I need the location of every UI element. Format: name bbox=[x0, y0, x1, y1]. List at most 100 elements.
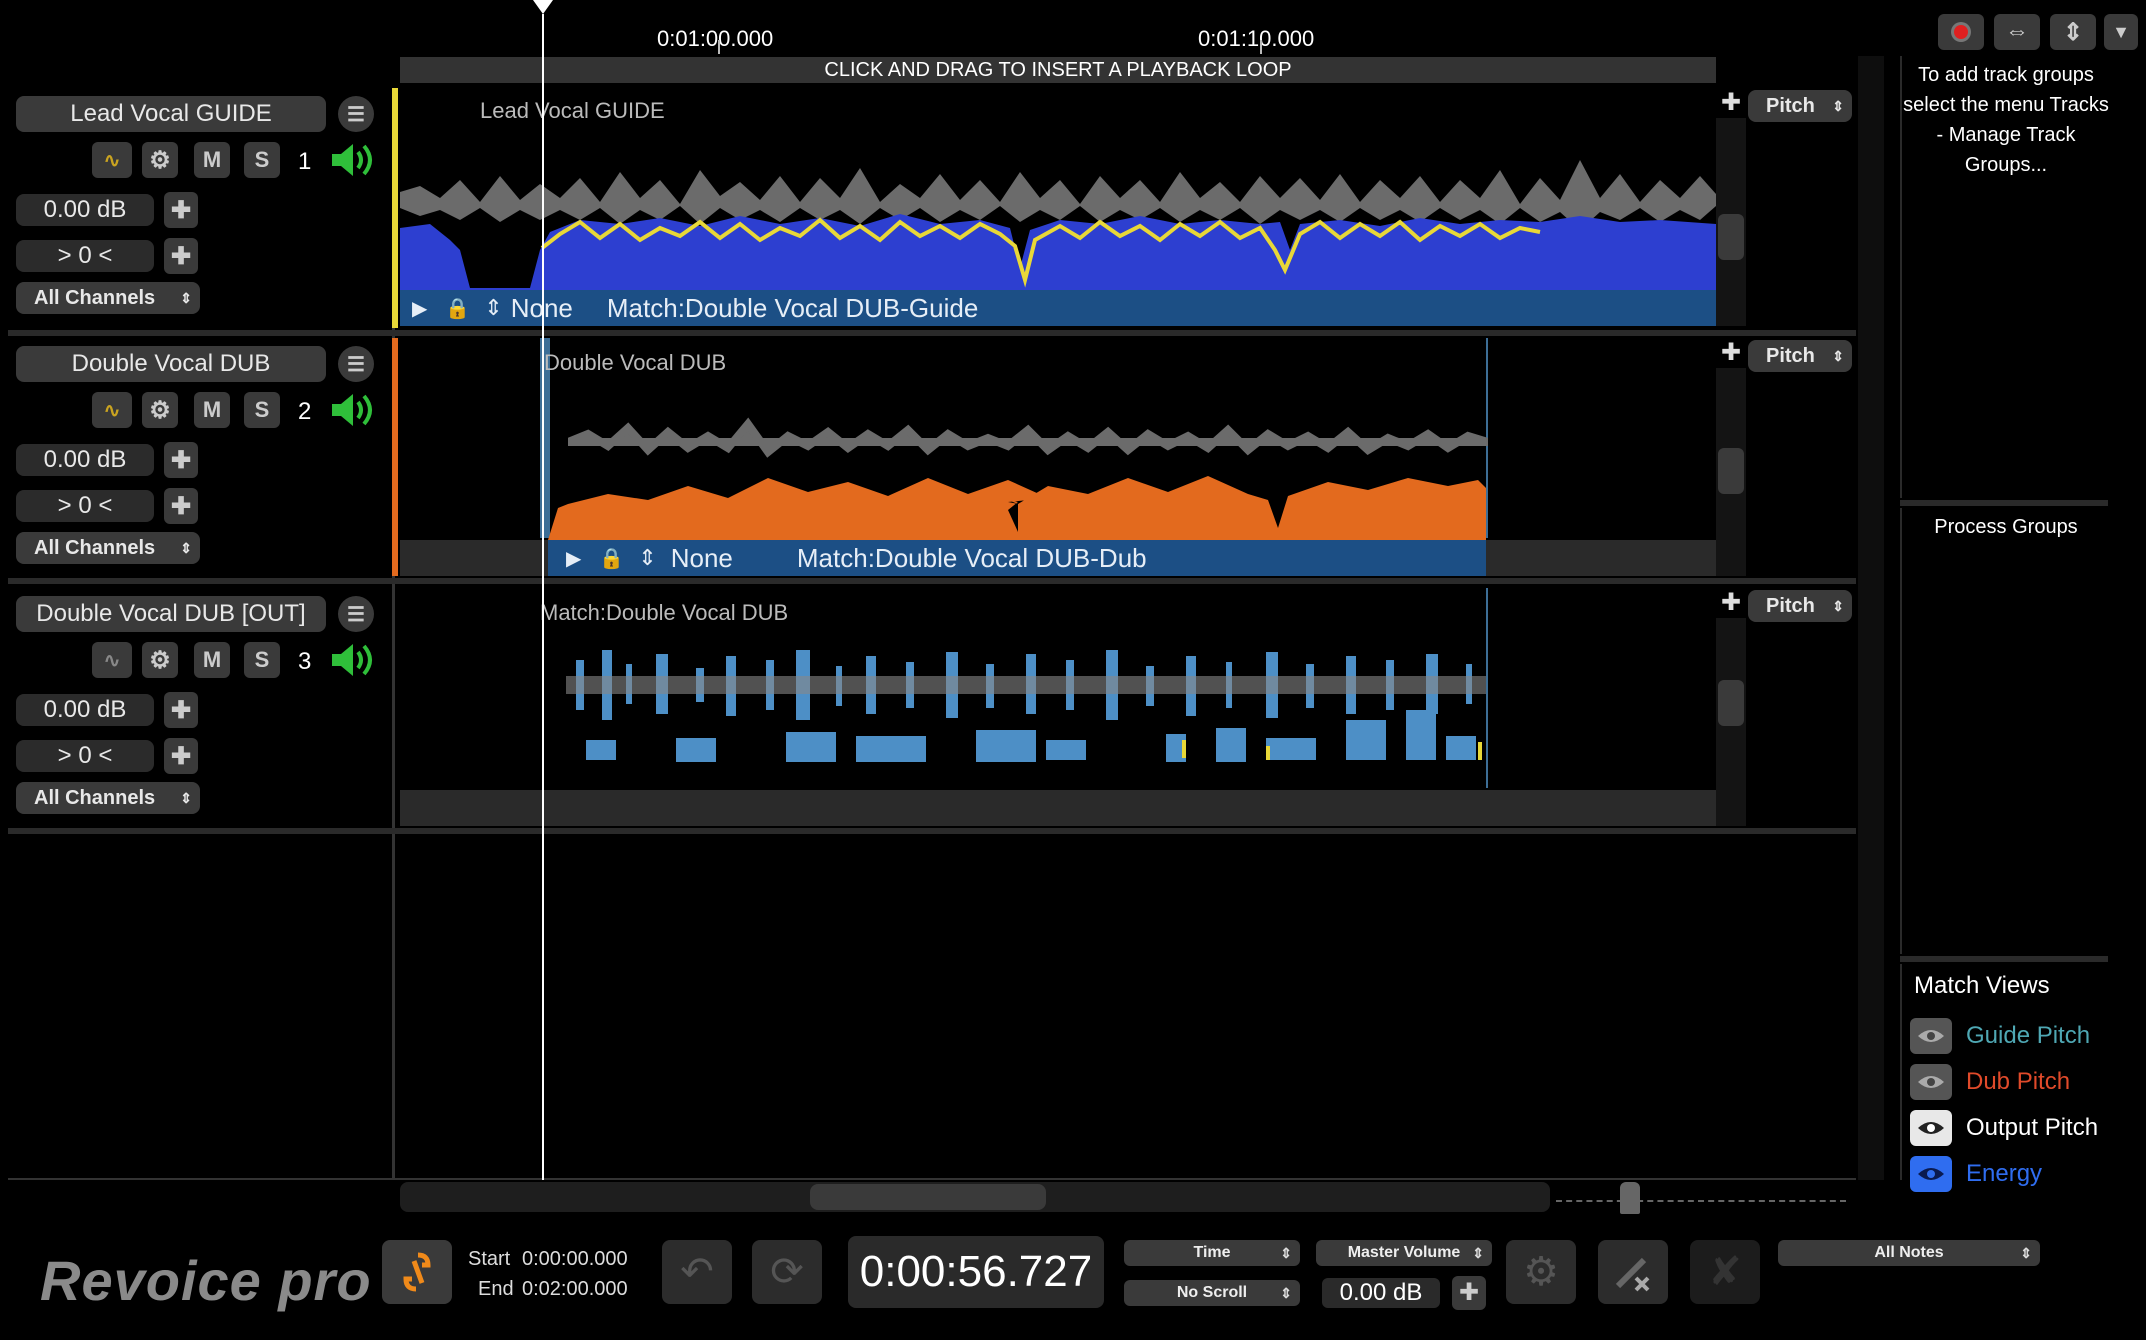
empty-arrange-area[interactable] bbox=[400, 836, 1716, 1176]
eye-icon[interactable] bbox=[1910, 1110, 1952, 1146]
gain-field[interactable]: 0.00 dB bbox=[16, 694, 154, 726]
track-menu-button[interactable]: ☰ bbox=[338, 96, 374, 132]
menu-dropdown-button[interactable]: ▼ bbox=[2104, 14, 2138, 50]
solo-button[interactable]: S bbox=[244, 642, 280, 678]
master-gain-field[interactable]: 0.00 dB bbox=[1322, 1278, 1440, 1308]
scroll-thumb[interactable] bbox=[810, 1184, 1046, 1210]
eye-icon[interactable] bbox=[1910, 1064, 1952, 1100]
dub-waveform bbox=[568, 417, 1488, 458]
lock-icon[interactable]: 🔒 bbox=[445, 297, 471, 320]
loop-button[interactable]: ⟳ bbox=[752, 1240, 822, 1304]
track-name-button[interactable]: Double Vocal DUB bbox=[16, 346, 326, 382]
channels-select[interactable]: All Channels ⇕ bbox=[16, 282, 200, 314]
gain-slider-button[interactable]: ✚ bbox=[164, 692, 198, 728]
timeline-ruler[interactable] bbox=[400, 8, 1716, 56]
link-button[interactable] bbox=[382, 1240, 452, 1304]
match-view-dub-pitch[interactable]: Dub Pitch bbox=[1910, 1064, 2070, 1100]
pan-slider-button[interactable]: ✚ bbox=[164, 738, 198, 774]
record-settings-button[interactable] bbox=[1938, 14, 1984, 50]
match-process-bar[interactable]: ▶ 🔒 ⇕ None Match:Double Vocal DUB-Dub bbox=[548, 540, 1486, 576]
end-value[interactable]: 0:02:00.000 bbox=[522, 1278, 628, 1300]
record-enable-button[interactable]: ∿ bbox=[92, 642, 132, 678]
view-select[interactable]: Pitch ⇕ bbox=[1748, 590, 1852, 622]
disabled-tool-button[interactable]: ✘ bbox=[1690, 1240, 1760, 1304]
match-view-output-pitch[interactable]: Output Pitch bbox=[1910, 1110, 2098, 1146]
speaker-icon[interactable] bbox=[328, 390, 376, 435]
track-settings-button[interactable]: ⚙ bbox=[142, 642, 178, 678]
lane-scrollbar[interactable] bbox=[1716, 368, 1746, 576]
lane-scrollbar[interactable] bbox=[1716, 618, 1746, 826]
eye-icon[interactable] bbox=[1910, 1156, 1952, 1192]
add-view-button[interactable]: ✚ bbox=[1720, 589, 1742, 616]
track-settings-button[interactable]: ⚙ bbox=[142, 392, 178, 428]
notes-filter-select[interactable]: All Notes ⇕ bbox=[1778, 1240, 2040, 1266]
view-select-value: Pitch bbox=[1766, 94, 1815, 117]
track-lane[interactable] bbox=[400, 588, 1716, 826]
gain-field[interactable]: 0.00 dB bbox=[16, 444, 154, 476]
scroll-thumb[interactable] bbox=[1718, 680, 1744, 726]
mute-button[interactable]: M bbox=[194, 142, 230, 178]
settings-button[interactable]: ⚙ bbox=[1506, 1240, 1576, 1304]
ruler-time-b: 0:01:10.000 bbox=[1198, 26, 1315, 51]
wave-lock-icon: ∿ bbox=[103, 399, 121, 422]
match-view-energy[interactable]: Energy bbox=[1910, 1156, 2042, 1192]
eye-icon[interactable] bbox=[1910, 1018, 1952, 1054]
scroll-thumb[interactable] bbox=[1718, 214, 1744, 260]
view-select[interactable]: Pitch ⇕ bbox=[1748, 90, 1852, 122]
mute-button[interactable]: M bbox=[194, 642, 230, 678]
record-enable-button[interactable]: ∿ bbox=[92, 142, 132, 178]
play-icon[interactable]: ▶ bbox=[566, 547, 582, 570]
track-name-button[interactable]: Double Vocal DUB [OUT] bbox=[16, 596, 326, 632]
time-display[interactable]: 0:00:56.727 bbox=[848, 1236, 1104, 1308]
pan-field[interactable]: > 0 < bbox=[16, 490, 154, 522]
track-name-button[interactable]: Lead Vocal GUIDE bbox=[16, 96, 326, 132]
clear-match-button[interactable] bbox=[1598, 1240, 1668, 1304]
main-vertical-scrollbar[interactable] bbox=[1858, 56, 1884, 1180]
pan-slider-button[interactable]: ✚ bbox=[164, 238, 198, 274]
track-menu-button[interactable]: ☰ bbox=[338, 596, 374, 632]
zoom-slider-thumb[interactable] bbox=[1620, 1182, 1640, 1214]
mute-button[interactable]: M bbox=[194, 392, 230, 428]
zoom-horizontal-button[interactable]: ⇔ bbox=[1994, 14, 2040, 50]
speaker-icon[interactable] bbox=[328, 140, 376, 185]
solo-button[interactable]: S bbox=[244, 392, 280, 428]
scroll-mode-select[interactable]: No Scroll ⇕ bbox=[1124, 1280, 1300, 1306]
loop-insert-bar[interactable]: CLICK AND DRAG TO INSERT A PLAYBACK LOOP bbox=[400, 57, 1716, 83]
updown-icon[interactable]: ⇕ bbox=[484, 295, 503, 320]
pan-slider-button[interactable]: ✚ bbox=[164, 488, 198, 524]
solo-button[interactable]: S bbox=[244, 142, 280, 178]
gain-slider-button[interactable]: ✚ bbox=[164, 192, 198, 228]
lock-icon[interactable]: 🔒 bbox=[599, 547, 625, 570]
zoom-slider[interactable] bbox=[1556, 1200, 1846, 1208]
clip-name: Match:Double Vocal DUB bbox=[540, 600, 789, 625]
zoom-vertical-button[interactable]: ⇕ bbox=[2050, 14, 2096, 50]
speaker-icon[interactable] bbox=[328, 640, 376, 685]
track-settings-button[interactable]: ⚙ bbox=[142, 142, 178, 178]
track-menu-button[interactable]: ☰ bbox=[338, 346, 374, 382]
start-value[interactable]: 0:00:00.000 bbox=[522, 1248, 628, 1270]
lane-scrollbar[interactable] bbox=[1716, 118, 1746, 326]
match-view-guide-pitch[interactable]: Guide Pitch bbox=[1910, 1018, 2090, 1054]
horizontal-scrollbar[interactable] bbox=[400, 1182, 1550, 1212]
playhead-marker[interactable] bbox=[533, 0, 553, 16]
master-volume-select[interactable]: Master Volume ⇕ bbox=[1316, 1240, 1492, 1266]
gain-field[interactable]: 0.00 dB bbox=[16, 194, 154, 226]
sidebar-divider bbox=[1900, 500, 2108, 506]
track-groups-panel: To add track groups select the menu Trac… bbox=[1900, 56, 2110, 498]
match-process-bar[interactable]: ▶ 🔒 ⇕ None Match:Double Vocal DUB-Guide bbox=[400, 290, 1716, 326]
updown-icon[interactable]: ⇕ bbox=[638, 545, 657, 570]
undo-button[interactable]: ↶ bbox=[662, 1240, 732, 1304]
pan-field[interactable]: > 0 < bbox=[16, 240, 154, 272]
record-enable-button[interactable]: ∿ bbox=[92, 392, 132, 428]
view-select[interactable]: Pitch ⇕ bbox=[1748, 340, 1852, 372]
add-view-button[interactable]: ✚ bbox=[1720, 89, 1742, 116]
gain-slider-button[interactable]: ✚ bbox=[164, 442, 198, 478]
master-gain-slider-button[interactable]: ✚ bbox=[1452, 1276, 1486, 1310]
channels-select[interactable]: All Channels ⇕ bbox=[16, 532, 200, 564]
time-format-select[interactable]: Time ⇕ bbox=[1124, 1240, 1300, 1266]
play-icon[interactable]: ▶ bbox=[412, 297, 428, 320]
channels-select[interactable]: All Channels ⇕ bbox=[16, 782, 200, 814]
add-view-button[interactable]: ✚ bbox=[1720, 339, 1742, 366]
scroll-thumb[interactable] bbox=[1718, 448, 1744, 494]
pan-field[interactable]: > 0 < bbox=[16, 740, 154, 772]
